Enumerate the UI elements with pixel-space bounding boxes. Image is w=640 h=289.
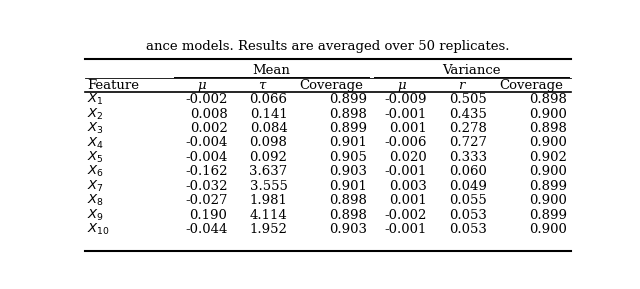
Text: 0.053: 0.053: [449, 223, 487, 236]
Text: 0.092: 0.092: [250, 151, 287, 164]
Text: 0.066: 0.066: [250, 93, 287, 106]
Text: $X_{10}$: $X_{10}$: [88, 222, 110, 237]
Text: 0.900: 0.900: [529, 136, 567, 149]
Text: 0.899: 0.899: [330, 93, 367, 106]
Text: 3.637: 3.637: [249, 165, 287, 178]
Text: -0.044: -0.044: [185, 223, 227, 236]
Text: $X_8$: $X_8$: [88, 193, 104, 208]
Text: 0.900: 0.900: [529, 165, 567, 178]
Text: 0.053: 0.053: [449, 209, 487, 222]
Text: 0.901: 0.901: [330, 136, 367, 149]
Text: 0.901: 0.901: [330, 180, 367, 193]
Text: $X_9$: $X_9$: [88, 208, 104, 223]
Text: 0.060: 0.060: [449, 165, 487, 178]
Text: 0.055: 0.055: [449, 194, 487, 207]
Text: 0.141: 0.141: [250, 108, 287, 121]
Text: 0.084: 0.084: [250, 122, 287, 135]
Text: $X_3$: $X_3$: [88, 121, 104, 136]
Text: 0.002: 0.002: [189, 122, 227, 135]
Text: 0.008: 0.008: [189, 108, 227, 121]
Text: 0.899: 0.899: [330, 122, 367, 135]
Text: -0.009: -0.009: [385, 93, 428, 106]
Text: 0.278: 0.278: [449, 122, 487, 135]
Text: 0.003: 0.003: [389, 180, 428, 193]
Text: 0.898: 0.898: [330, 108, 367, 121]
Text: 0.902: 0.902: [529, 151, 567, 164]
Text: $X_7$: $X_7$: [88, 179, 104, 194]
Text: -0.027: -0.027: [185, 194, 227, 207]
Text: $X_1$: $X_1$: [88, 92, 104, 107]
Text: ance models. Results are averaged over 50 replicates.: ance models. Results are averaged over 5…: [147, 40, 509, 53]
Text: -0.001: -0.001: [385, 223, 428, 236]
Text: Mean: Mean: [252, 64, 291, 77]
Text: 0.190: 0.190: [189, 209, 227, 222]
Text: τ: τ: [258, 79, 265, 92]
Text: -0.032: -0.032: [185, 180, 227, 193]
Text: -0.004: -0.004: [185, 136, 227, 149]
Text: $X_6$: $X_6$: [88, 164, 104, 179]
Text: -0.002: -0.002: [185, 93, 227, 106]
Text: 0.435: 0.435: [449, 108, 487, 121]
Text: 0.899: 0.899: [529, 180, 567, 193]
Text: 1.981: 1.981: [250, 194, 287, 207]
Text: 0.899: 0.899: [529, 209, 567, 222]
Text: -0.001: -0.001: [385, 108, 428, 121]
Text: 0.903: 0.903: [330, 223, 367, 236]
Text: 0.727: 0.727: [449, 136, 487, 149]
Text: 0.020: 0.020: [390, 151, 428, 164]
Text: r: r: [458, 79, 465, 92]
Text: -0.002: -0.002: [385, 209, 428, 222]
Text: Coverage: Coverage: [499, 79, 563, 92]
Text: μ: μ: [197, 79, 206, 92]
Text: 0.001: 0.001: [390, 194, 428, 207]
Text: 4.114: 4.114: [250, 209, 287, 222]
Text: -0.004: -0.004: [185, 151, 227, 164]
Text: 0.900: 0.900: [529, 223, 567, 236]
Text: $X_4$: $X_4$: [88, 136, 104, 151]
Text: -0.162: -0.162: [185, 165, 227, 178]
Text: Coverage: Coverage: [300, 79, 364, 92]
Text: -0.001: -0.001: [385, 165, 428, 178]
Text: 0.001: 0.001: [390, 122, 428, 135]
Text: 0.903: 0.903: [330, 165, 367, 178]
Text: 0.900: 0.900: [529, 108, 567, 121]
Text: 0.505: 0.505: [449, 93, 487, 106]
Text: $X_2$: $X_2$: [88, 107, 104, 122]
Text: Feature: Feature: [88, 79, 140, 92]
Text: μ: μ: [397, 79, 406, 92]
Text: 0.049: 0.049: [449, 180, 487, 193]
Text: 0.333: 0.333: [449, 151, 487, 164]
Text: 3.555: 3.555: [250, 180, 287, 193]
Text: 0.898: 0.898: [529, 122, 567, 135]
Text: 0.900: 0.900: [529, 194, 567, 207]
Text: 0.905: 0.905: [330, 151, 367, 164]
Text: 0.098: 0.098: [250, 136, 287, 149]
Text: 0.898: 0.898: [529, 93, 567, 106]
Text: 0.898: 0.898: [330, 194, 367, 207]
Text: Variance: Variance: [442, 64, 500, 77]
Text: 1.952: 1.952: [250, 223, 287, 236]
Text: -0.006: -0.006: [385, 136, 428, 149]
Text: 0.898: 0.898: [330, 209, 367, 222]
Text: $X_5$: $X_5$: [88, 150, 104, 165]
